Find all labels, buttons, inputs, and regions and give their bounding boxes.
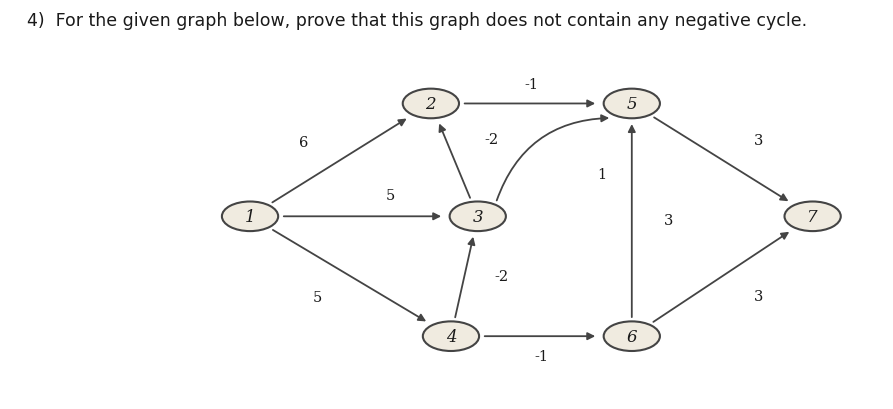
Text: -1: -1: [524, 78, 538, 92]
Circle shape: [221, 202, 278, 231]
Circle shape: [403, 90, 459, 119]
Text: 3: 3: [755, 289, 764, 303]
Circle shape: [449, 202, 505, 231]
FancyArrowPatch shape: [497, 116, 607, 201]
Text: 6: 6: [299, 136, 308, 150]
Text: 3: 3: [664, 213, 673, 227]
FancyArrowPatch shape: [273, 230, 424, 321]
FancyArrowPatch shape: [439, 126, 470, 198]
Text: 5: 5: [386, 189, 396, 202]
FancyArrowPatch shape: [284, 214, 439, 220]
Text: 1: 1: [245, 208, 255, 225]
FancyArrowPatch shape: [654, 118, 787, 201]
Text: 3: 3: [472, 208, 483, 225]
Text: -2: -2: [494, 270, 508, 283]
Text: 2: 2: [426, 96, 436, 113]
Text: 5: 5: [313, 291, 321, 305]
Circle shape: [784, 202, 841, 231]
Text: 3: 3: [755, 134, 764, 148]
Circle shape: [422, 321, 479, 351]
Circle shape: [604, 321, 660, 351]
Text: -2: -2: [484, 133, 498, 146]
FancyArrowPatch shape: [654, 233, 788, 322]
Text: 1: 1: [597, 168, 606, 182]
FancyArrowPatch shape: [464, 101, 593, 107]
FancyArrowPatch shape: [629, 127, 635, 317]
Text: 4: 4: [446, 328, 456, 345]
Text: 6: 6: [627, 328, 637, 345]
FancyArrowPatch shape: [272, 120, 405, 203]
Text: 4)  For the given graph below, prove that this graph does not contain any negati: 4) For the given graph below, prove that…: [27, 12, 807, 30]
FancyArrowPatch shape: [455, 239, 474, 317]
Text: -1: -1: [534, 349, 548, 363]
Text: 5: 5: [627, 96, 637, 113]
Text: 7: 7: [807, 208, 818, 225]
Circle shape: [604, 90, 660, 119]
FancyArrowPatch shape: [485, 333, 593, 339]
